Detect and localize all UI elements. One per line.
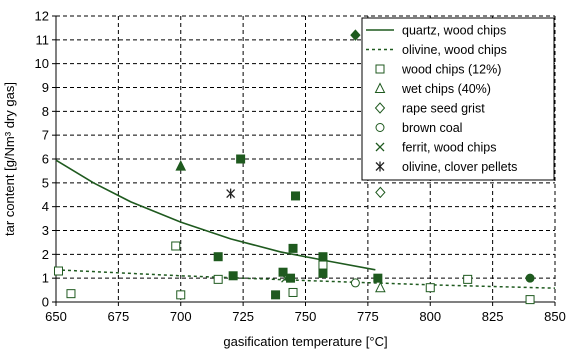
legend-marker [374,102,386,114]
data-point-olivine-clover-pellets [226,188,236,199]
x-tick-label: 650 [45,309,67,324]
legend-entry-label: wet chips (40%) [401,82,491,96]
data-point-wood-chips-12 [318,260,328,270]
data-point-wood-chips-12 [171,241,181,251]
data-point-square-filled [271,290,281,300]
data-point-brown-coal [350,278,360,288]
y-tick-label: 8 [42,104,49,119]
x-tick-label: 800 [419,309,441,324]
legend-entry-label: olivine, wood chips [402,43,507,57]
x-ticks: 650 675 700 725 750 775 800 825 850 [45,302,566,324]
y-axis-label: tar content [g/Nm³ dry gas] [2,82,17,236]
y-tick-label: 1 [42,271,49,286]
data-point-rape-seed-grist [375,186,386,199]
data-point-square-filled [213,252,223,262]
data-point-wood-chips-12 [425,283,435,293]
series-layer [53,29,556,305]
y-tick-label: 10 [35,56,49,71]
y-tick-label: 9 [42,80,49,95]
legend-marker [374,82,386,93]
data-point-square-filled [228,271,238,281]
y-tick-label: 12 [35,9,49,24]
legend-marker [375,123,385,132]
y-tick-label: 4 [42,199,49,214]
data-point-square-filled [291,191,301,201]
data-point-diamond-filled [350,29,361,41]
data-point-triangle-filled [175,160,187,171]
y-tick-label: 0 [42,295,49,310]
data-point-square-filled [288,243,298,253]
legend-entry-label: olivine, clover pellets [402,160,517,174]
legend-entry-label: rape seed grist [402,102,485,116]
legend-marker [375,161,385,172]
data-point-wood-chips-12 [66,289,76,299]
data-point-wood-chips-12 [525,295,535,305]
x-tick-label: 825 [482,309,504,324]
legend-marker [375,142,385,152]
y-tick-label: 2 [42,247,49,262]
x-tick-label: 675 [108,309,130,324]
data-point-square-filled [236,154,246,164]
x-tick-label: 700 [170,309,192,324]
y-tick-label: 5 [42,175,49,190]
data-point-wood-chips-12 [176,290,186,300]
data-point-circle-filled [525,273,535,283]
y-tick-label: 6 [42,152,49,167]
data-point-square-filled [318,252,328,262]
legend-entry-label: brown coal [402,121,462,135]
legend-entry-label: wood chips (12%) [401,63,501,77]
legend-entry-label: ferrit, wood chips [402,141,496,155]
data-point-wet-chips-40 [375,281,386,293]
x-tick-label: 750 [295,309,317,324]
data-point-square-filled [286,273,296,283]
legend: quartz, wood chips olivine, wood chips woo… [361,17,555,181]
x-tick-label: 850 [544,309,566,324]
data-point-square-filled [373,273,383,283]
data-point-wood-chips-12 [463,274,473,284]
x-tick-label: 725 [232,309,254,324]
data-point-wood-chips-12 [288,287,298,297]
data-point-square-filled [318,268,328,278]
y-tick-label: 11 [36,32,50,47]
x-axis-label: gasification temperature [°C] [223,334,387,349]
legend-box [361,17,555,181]
data-point-ferrit-wood-chips [281,273,290,283]
y-tick-label: 3 [42,223,49,238]
legend-marker [375,64,385,74]
y-tick-label: 7 [42,128,49,143]
data-point-wood-chips-12 [53,266,63,276]
legend-entry-label: quartz, wood chips [402,24,506,38]
x-tick-label: 775 [357,309,379,324]
data-point-wood-chips-12 [213,274,223,284]
series-line-olivine-wood-chips [55,269,556,289]
